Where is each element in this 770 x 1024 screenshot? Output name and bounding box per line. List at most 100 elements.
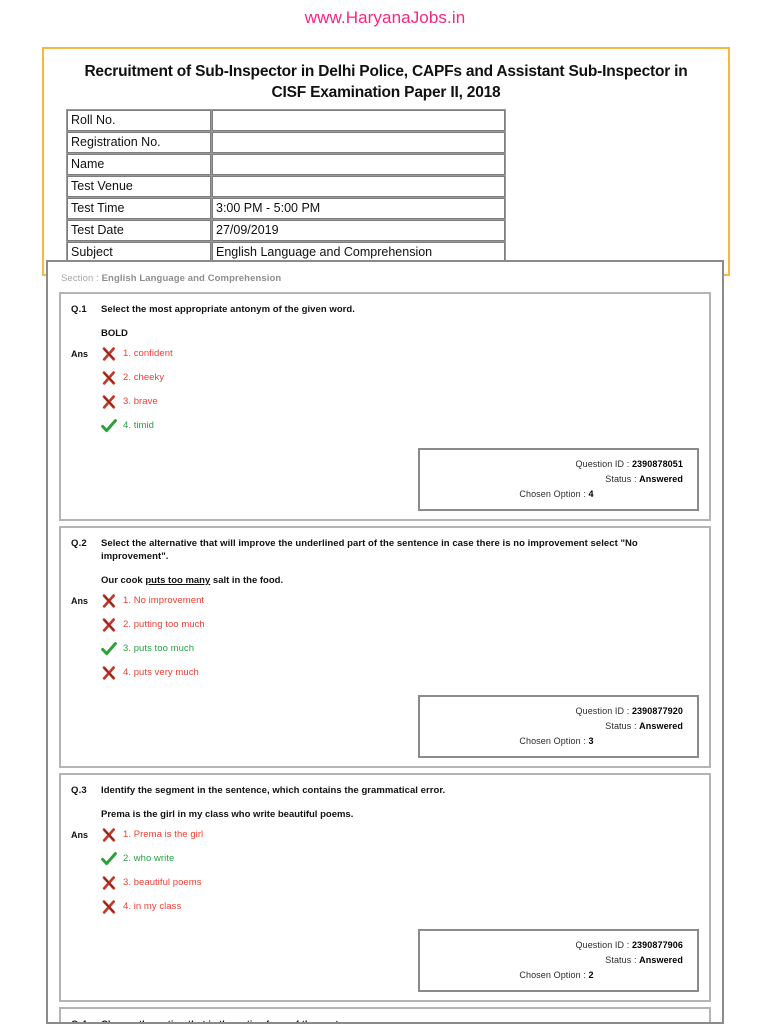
chosen-option-label: Chosen Option : xyxy=(519,736,589,746)
info-label-test-time: Test Time xyxy=(67,198,211,219)
status-badge: Answered xyxy=(639,474,683,484)
stem-post: salt in the food. xyxy=(210,575,284,586)
status-label: Status : xyxy=(605,721,640,731)
option-row[interactable]: Ans 1. Prema is the girl xyxy=(71,823,699,847)
info-value-name xyxy=(212,154,505,175)
question-meta-box-2: Question ID : 2390877920 Status : Answer… xyxy=(418,695,699,758)
option-label: 2. who write xyxy=(123,853,175,864)
option-row[interactable]: 2. who write xyxy=(71,847,699,871)
info-label-registration-no: Registration No. xyxy=(67,132,211,153)
info-value-test-venue xyxy=(212,176,505,197)
question-block-2: Q.2 Select the alternative that will imp… xyxy=(59,526,711,768)
question-id-line: Question ID : 2390878051 xyxy=(430,457,683,472)
question-id-label: Question ID : xyxy=(575,940,632,950)
question-id-line: Question ID : 2390877920 xyxy=(430,704,683,719)
option-row[interactable]: 4. in my class xyxy=(71,895,699,919)
chosen-option-label: Chosen Option : xyxy=(519,970,589,980)
option-row[interactable]: 4. timid xyxy=(71,414,699,438)
option-label: 3. brave xyxy=(123,396,158,407)
option-label: 4. puts very much xyxy=(123,667,199,678)
option-label: 3. puts too much xyxy=(123,643,195,654)
cross-icon xyxy=(101,593,123,609)
status-label: Status : xyxy=(605,474,640,484)
question-stem-1: BOLD xyxy=(101,328,128,339)
info-label-roll-no: Roll No. xyxy=(67,110,211,131)
option-row[interactable]: 3. brave xyxy=(71,390,699,414)
status-label: Status : xyxy=(605,955,640,965)
info-value-test-date: 27/09/2019 xyxy=(212,220,505,241)
options-list-3: Ans 1. Prema is the girl 2. who write 3.… xyxy=(71,823,699,919)
option-label: 1. No improvement xyxy=(123,595,205,606)
question-id-label: Question ID : xyxy=(575,459,632,469)
question-text-2: Select the alternative that will improve… xyxy=(101,538,638,562)
info-value-test-time: 3:00 PM - 5:00 PM xyxy=(212,198,505,219)
cross-icon xyxy=(101,875,123,891)
option-row[interactable]: 3. beautiful poems xyxy=(71,871,699,895)
question-header-3: Q.3 Identify the segment in the sentence… xyxy=(71,784,699,797)
status-line: Status : Answered xyxy=(430,719,683,734)
question-stem-3: Prema is the girl in my class who write … xyxy=(101,809,354,820)
option-row[interactable]: 2. cheeky xyxy=(71,366,699,390)
question-text-1: Select the most appropriate antonym of t… xyxy=(101,304,355,315)
question-number-4: Q.4 xyxy=(71,1018,101,1022)
option-label: 4. in my class xyxy=(123,901,182,912)
candidate-info-table: Roll No. Registration No. Name Test Venu… xyxy=(66,109,506,264)
option-row[interactable]: 2. putting too much xyxy=(71,613,699,637)
table-row: Test Date 27/09/2019 xyxy=(67,220,505,241)
question-header-2: Q.2 Select the alternative that will imp… xyxy=(71,537,699,563)
stem-pre: Our cook xyxy=(101,575,146,586)
option-row[interactable]: Ans 1. confident xyxy=(71,342,699,366)
table-row: Name xyxy=(67,154,505,175)
question-text-4: Choose the option that is the active for… xyxy=(101,1018,363,1022)
ans-label: Ans xyxy=(71,596,89,606)
cross-icon xyxy=(101,370,123,386)
chosen-option-value: 2 xyxy=(588,970,594,980)
status-line: Status : Answered xyxy=(430,953,683,968)
section-name-label: English Language and Comprehension xyxy=(101,273,282,284)
question-id-value: 2390877906 xyxy=(631,940,683,950)
section-prefix-label: Section : xyxy=(61,273,102,284)
option-label: 1. Prema is the girl xyxy=(123,829,204,840)
info-label-test-date: Test Date xyxy=(67,220,211,241)
option-row[interactable]: 3. puts too much xyxy=(71,637,699,661)
option-label: 2. cheeky xyxy=(123,372,165,383)
question-meta-wrap-3: Question ID : 2390877906 Status : Answer… xyxy=(71,929,699,992)
question-header-4: Q.4 Choose the option that is the active… xyxy=(71,1018,699,1022)
ans-label: Ans xyxy=(71,830,89,840)
table-row: Registration No. xyxy=(67,132,505,153)
cross-icon xyxy=(101,665,123,681)
question-stem-2: Our cook puts too many salt in the food. xyxy=(101,574,699,587)
question-header-1: Q.1 Select the most appropriate antonym … xyxy=(71,303,699,316)
question-id-value: 2390878051 xyxy=(631,459,683,469)
chosen-option-line: Chosen Option : 2 xyxy=(430,968,683,983)
chosen-option-line: Chosen Option : 3 xyxy=(430,734,683,749)
cross-icon xyxy=(101,617,123,633)
question-meta-wrap-2: Question ID : 2390877920 Status : Answer… xyxy=(71,695,699,758)
cross-icon xyxy=(101,394,123,410)
ans-label: Ans xyxy=(71,349,89,359)
page-title: Recruitment of Sub-Inspector in Delhi Po… xyxy=(84,63,688,101)
check-icon xyxy=(101,418,123,434)
chosen-option-line: Chosen Option : 4 xyxy=(430,487,683,502)
question-text-3: Identify the segment in the sentence, wh… xyxy=(101,785,446,796)
question-number-3: Q.3 xyxy=(71,785,87,796)
question-block-4: Q.4 Choose the option that is the active… xyxy=(59,1007,711,1022)
table-row: Test Venue xyxy=(67,176,505,197)
check-icon xyxy=(101,851,123,867)
info-value-subject: English Language and Comprehension xyxy=(212,242,505,263)
question-id-value: 2390877920 xyxy=(631,706,683,716)
question-id-label: Question ID : xyxy=(575,706,632,716)
table-row: Roll No. xyxy=(67,110,505,131)
question-number-1: Q.1 xyxy=(71,304,87,315)
option-row[interactable]: 4. puts very much xyxy=(71,661,699,685)
options-list-2: Ans 1. No improvement 2. putting too muc… xyxy=(71,589,699,685)
table-row: Subject English Language and Comprehensi… xyxy=(67,242,505,263)
cross-icon xyxy=(101,346,123,362)
question-block-3: Q.3 Identify the segment in the sentence… xyxy=(59,773,711,1002)
option-label: 2. putting too much xyxy=(123,619,205,630)
info-label-test-venue: Test Venue xyxy=(67,176,211,197)
option-label: 1. confident xyxy=(123,348,173,359)
exam-header-panel: Recruitment of Sub-Inspector in Delhi Po… xyxy=(42,47,730,276)
site-watermark: www.HaryanaJobs.in xyxy=(304,8,466,27)
option-row[interactable]: Ans 1. No improvement xyxy=(71,589,699,613)
